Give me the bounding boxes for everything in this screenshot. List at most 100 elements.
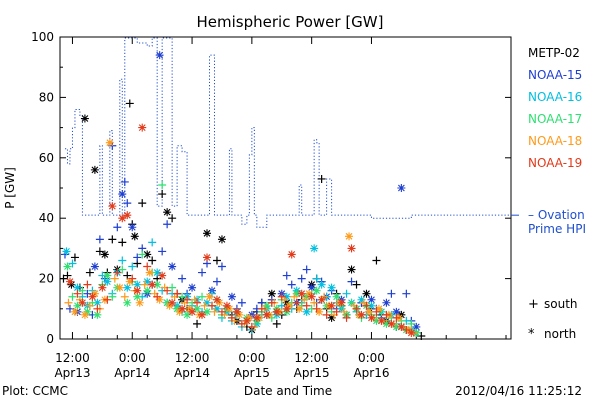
data-point-north <box>212 304 221 313</box>
data-point-south <box>292 298 301 307</box>
data-point-north <box>362 289 371 298</box>
data-point-south <box>198 268 207 277</box>
data-point-south <box>83 280 92 289</box>
data-point-south <box>123 199 132 208</box>
data-point-north <box>407 328 416 337</box>
data-point-north <box>178 304 187 313</box>
data-point-north <box>148 280 157 289</box>
x-tick-label-date: Apr15 <box>294 366 330 380</box>
data-point-south <box>193 298 202 307</box>
data-point-north <box>397 184 406 192</box>
data-point-south <box>143 262 152 271</box>
data-point-north <box>397 322 406 331</box>
data-point-south <box>407 319 416 328</box>
data-point-south <box>212 277 221 286</box>
data-point-north <box>252 313 261 322</box>
data-point-north <box>90 262 99 271</box>
data-point-south <box>128 274 137 283</box>
data-point-south <box>290 292 299 301</box>
data-point-north <box>130 232 139 241</box>
data-point-south <box>382 310 391 319</box>
data-point-north <box>143 286 152 295</box>
data-point-north <box>193 304 202 313</box>
data-point-north <box>143 277 152 286</box>
ovation-hpi-line <box>64 37 511 228</box>
x-tick-label-date: Apr14 <box>114 366 150 380</box>
x-tick-label-time: 12:00 <box>175 351 210 365</box>
data-point-north <box>374 304 383 313</box>
x-tick-label-time: 12:00 <box>294 351 329 365</box>
data-point-north <box>205 292 214 301</box>
data-point-north <box>392 307 401 316</box>
data-point-south <box>217 262 226 271</box>
data-point-south <box>148 256 157 265</box>
data-point-south <box>277 292 286 301</box>
data-point-south <box>247 322 256 331</box>
data-point-south <box>168 283 177 292</box>
data-point-south <box>163 220 172 229</box>
data-point-north <box>337 298 346 307</box>
data-point-north <box>108 202 117 211</box>
data-point-north <box>367 301 376 310</box>
data-point-north <box>88 292 97 301</box>
data-point-north <box>67 280 76 289</box>
data-point-north <box>103 271 112 280</box>
data-point-north <box>345 232 354 241</box>
data-point-south <box>322 310 331 319</box>
data-point-north <box>70 307 79 316</box>
data-point-south <box>93 304 102 313</box>
data-point-south <box>158 180 167 189</box>
data-point-north <box>382 298 391 307</box>
y-tick-label: 0 <box>46 332 54 346</box>
data-point-north <box>282 292 291 301</box>
data-point-north <box>382 319 391 328</box>
data-point-south <box>125 99 134 108</box>
data-point-north <box>307 292 316 301</box>
data-point-south <box>103 295 112 304</box>
data-point-south <box>173 289 182 298</box>
data-point-south <box>257 304 266 313</box>
y-tick-label: 60 <box>39 151 54 165</box>
data-point-north <box>123 283 132 292</box>
data-point-south <box>178 292 187 301</box>
data-point-north <box>392 322 401 331</box>
y-axis: 0 20 40 60 80 100 <box>31 30 511 346</box>
data-point-south <box>123 271 132 280</box>
data-point-north <box>133 286 142 295</box>
data-point-south <box>297 274 306 283</box>
data-point-north <box>267 289 276 298</box>
data-point-south <box>95 235 104 244</box>
data-point-south <box>372 256 381 265</box>
data-point-north <box>212 295 221 304</box>
data-point-north <box>203 307 212 316</box>
data-point-north <box>372 316 381 325</box>
data-point-north <box>62 247 71 256</box>
x-axis-label: Date and Time <box>244 384 332 398</box>
data-point-north <box>103 277 112 286</box>
data-point-north <box>295 304 304 313</box>
data-point-south <box>300 295 309 304</box>
x-axis: 12:00Apr130:00Apr1412:00Apr140:00Apr1512… <box>54 37 507 380</box>
data-point-south <box>118 256 127 265</box>
x-tick-label-time: 0:00 <box>119 351 146 365</box>
footer-timestamp: 2012/04/16 11:25:12 <box>455 384 582 398</box>
data-point-south <box>120 177 129 186</box>
data-point-north <box>203 253 212 262</box>
data-point-north <box>198 310 207 319</box>
data-point-south <box>110 274 119 283</box>
data-point-north <box>90 165 99 174</box>
data-point-south <box>332 307 341 316</box>
data-point-north <box>282 304 291 313</box>
legend-item-noaa-17: NOAA-17 <box>528 112 582 126</box>
series-noaa-15 <box>60 51 421 331</box>
data-point-north <box>332 292 341 301</box>
legend-item-metp-02: METP-02 <box>528 46 580 60</box>
data-point-south <box>302 265 311 274</box>
data-point-north <box>357 295 366 304</box>
data-point-north <box>163 208 172 217</box>
legend-symbol-glyph: * <box>528 327 535 342</box>
data-point-north <box>367 295 376 304</box>
data-point-north <box>412 322 421 331</box>
data-point-south <box>63 271 72 280</box>
data-point-south <box>85 301 94 310</box>
